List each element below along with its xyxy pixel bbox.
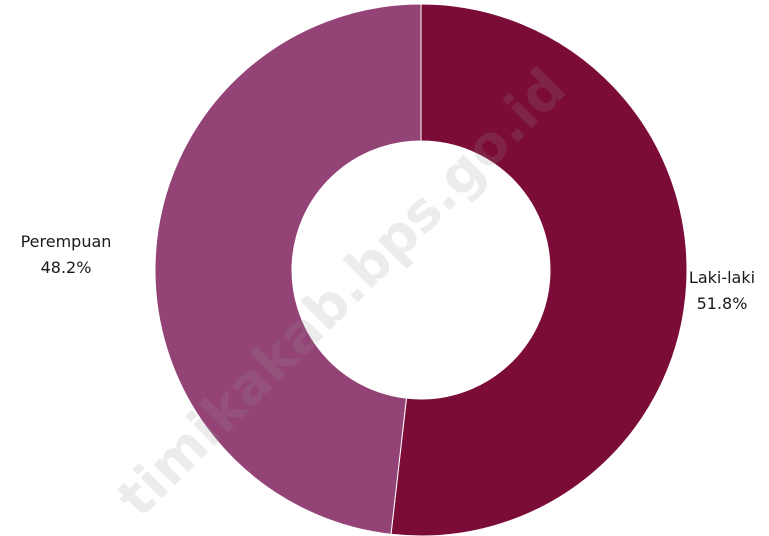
donut-slices: [154, 3, 688, 536]
label-perempuan: Perempuan 48.2%: [21, 232, 112, 277]
label-laki-laki: Laki-laki 51.8%: [689, 268, 755, 313]
slice-perempuan: [154, 3, 422, 535]
slice-label-perempuan-percent: 48.2%: [41, 258, 92, 277]
slice-label-laki-laki-percent: 51.8%: [697, 294, 748, 313]
slice-label-perempuan-name: Perempuan: [21, 232, 112, 251]
slice-label-laki-laki-name: Laki-laki: [689, 268, 755, 287]
slice-laki-laki: [390, 3, 688, 536]
